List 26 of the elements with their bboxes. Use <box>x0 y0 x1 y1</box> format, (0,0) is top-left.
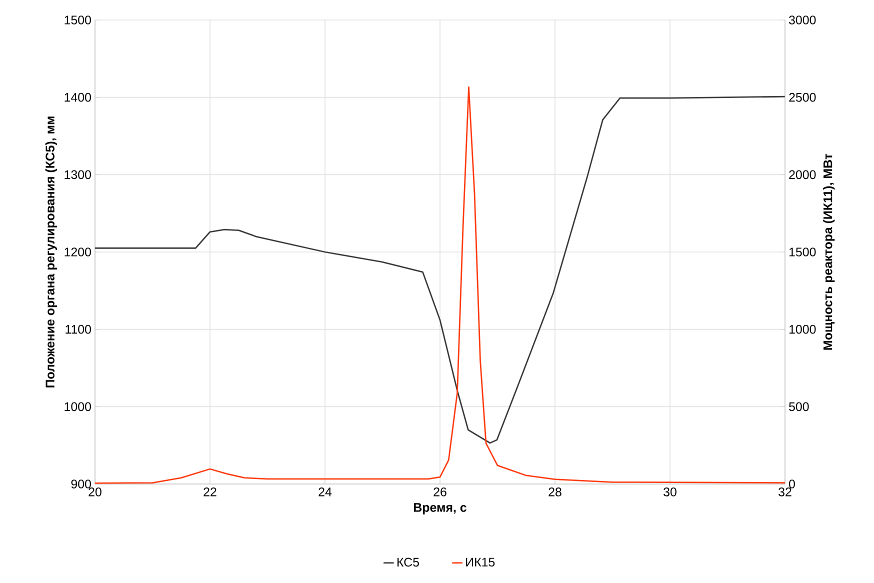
y-tick-label: 1100 <box>66 324 91 334</box>
x-tick-label: 22 <box>204 488 216 496</box>
x-tick-label: 24 <box>318 488 332 496</box>
y-axis-title: Положение органа регулирования (КС5), мм <box>45 116 57 388</box>
legend-label: КС5 <box>397 558 419 567</box>
x-tick-label: 32 <box>778 488 792 496</box>
y-tick-label: 1400 <box>64 92 91 102</box>
y2-tick-label: 2000 <box>789 170 816 180</box>
y2-tick-label: 1500 <box>789 248 816 256</box>
y2-axis-title: Мощность реактора (ИК11), МВт <box>823 154 835 350</box>
x-tick-label: 20 <box>88 488 102 496</box>
y2-tick-label: 500 <box>789 402 809 412</box>
y-tick-label: 1200 <box>64 248 91 256</box>
y-tick-label: 1500 <box>64 16 91 24</box>
y2-tick-label: 3000 <box>788 16 816 24</box>
x-tick-label: 26 <box>434 488 446 496</box>
y-tick-label: 900 <box>71 480 91 488</box>
y-tick-label: 1300 <box>64 170 91 180</box>
legend-label: ИК15 <box>466 558 495 567</box>
y-tick-label: 1000 <box>64 402 91 412</box>
y2-tick-label: 2500 <box>789 92 816 102</box>
x-tick-label: 28 <box>548 488 562 496</box>
x-axis-title: Время, с <box>414 503 466 514</box>
y2-tick-label: 0 <box>789 480 795 488</box>
x-tick-label: 30 <box>664 488 676 496</box>
y2-tick-label: 1000 <box>789 324 816 334</box>
